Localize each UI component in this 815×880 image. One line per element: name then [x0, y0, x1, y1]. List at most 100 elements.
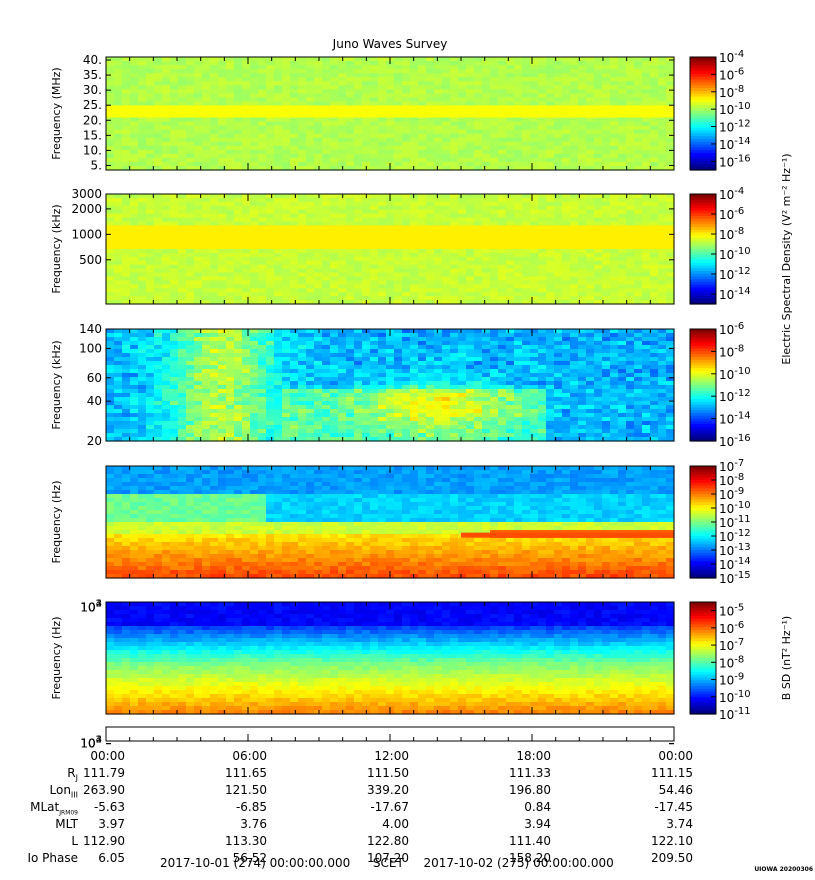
heat-cell	[554, 65, 563, 70]
heat-cell	[274, 296, 283, 301]
heat-cell	[282, 292, 291, 297]
heat-cell	[130, 157, 139, 163]
heat-cell	[450, 153, 459, 159]
heat-cell	[106, 217, 115, 223]
heat-cell	[634, 213, 643, 219]
heat-cell	[178, 157, 187, 163]
heat-cell	[122, 69, 131, 74]
heat-cell	[514, 276, 523, 282]
heat-cell	[146, 197, 155, 203]
heat-cell	[226, 361, 235, 366]
heat-cell	[522, 213, 531, 219]
heat-cell	[186, 77, 195, 82]
heat-cell	[314, 397, 323, 402]
heat-cell	[378, 300, 387, 305]
heat-cell	[354, 129, 363, 135]
heat-cell	[274, 101, 283, 107]
heat-cell	[666, 165, 675, 171]
heat-cell	[106, 357, 115, 362]
heat-cell	[562, 117, 571, 123]
heat-cell	[578, 109, 587, 115]
heat-cell	[234, 89, 243, 94]
heat-cell	[546, 133, 555, 139]
heat-cell	[594, 69, 603, 74]
heat-cell	[362, 252, 371, 258]
colorbar-segment	[690, 96, 716, 100]
heat-cell	[530, 300, 539, 305]
heat-cell	[114, 165, 123, 171]
heat-cell	[362, 149, 371, 155]
heat-cell	[650, 272, 659, 278]
heat-cell	[146, 65, 155, 70]
heat-cell	[266, 369, 275, 374]
heat-cell	[154, 300, 163, 305]
heat-cell	[186, 276, 195, 282]
heat-cell	[290, 109, 299, 115]
heat-cell	[426, 77, 435, 82]
heat-cell	[186, 397, 195, 402]
heat-cell	[666, 213, 675, 219]
heat-cell	[306, 241, 315, 246]
heat-cell	[610, 225, 619, 230]
heat-cell	[314, 141, 323, 147]
heat-cell	[162, 345, 171, 350]
heat-cell	[554, 205, 563, 211]
heat-cell	[466, 145, 475, 151]
heat-cell	[258, 77, 267, 82]
heat-cell	[218, 213, 227, 219]
heat-cell	[402, 249, 411, 254]
colorbar-segment	[690, 251, 716, 256]
heat-cell	[650, 264, 659, 270]
heat-cell	[106, 421, 115, 426]
heat-cell	[162, 105, 171, 111]
heat-cell	[490, 300, 499, 305]
heat-cell	[130, 389, 139, 394]
heat-cell	[618, 117, 627, 123]
heat-cell	[306, 425, 315, 430]
heat-cell	[170, 149, 179, 155]
heat-cell	[586, 288, 595, 293]
heat-cell	[314, 377, 323, 382]
heat-cell	[258, 397, 267, 402]
heat-cell	[370, 133, 379, 139]
heat-cell	[578, 89, 587, 94]
heat-cell	[426, 141, 435, 147]
heat-cell	[186, 413, 195, 418]
heat-cell	[578, 221, 587, 227]
heat-cell	[450, 197, 459, 203]
heat-cell	[106, 405, 115, 410]
heat-cell	[426, 117, 435, 123]
heat-cell	[178, 401, 187, 406]
heat-cell	[314, 268, 323, 274]
heat-cell	[450, 284, 459, 289]
heat-cell	[354, 81, 363, 86]
heat-cell	[642, 141, 651, 147]
heat-cell	[514, 97, 523, 102]
heat-cell	[218, 217, 227, 223]
heat-cell	[538, 225, 547, 230]
heat-cell	[282, 417, 291, 422]
heat-cell	[546, 77, 555, 82]
heat-cell	[410, 57, 419, 62]
heat-cell	[658, 197, 667, 203]
heat-cell	[210, 225, 219, 230]
heat-cell	[538, 137, 547, 143]
heat-cell	[314, 113, 323, 119]
heat-cell	[490, 245, 499, 250]
heat-cell	[466, 165, 475, 171]
heat-cell	[490, 272, 499, 278]
heat-cell	[530, 65, 539, 70]
heat-cell	[402, 133, 411, 139]
heat-cell	[154, 345, 163, 350]
heat-cell	[306, 296, 315, 301]
heat-cell	[154, 85, 163, 90]
heat-cell	[466, 241, 475, 246]
heat-cell	[298, 413, 307, 418]
heat-cell	[450, 296, 459, 301]
heat-cell	[194, 357, 203, 362]
heat-cell	[322, 256, 331, 262]
heat-cell	[354, 233, 363, 238]
heat-cell	[202, 217, 211, 223]
heat-cell	[210, 141, 219, 147]
heat-cell	[234, 229, 243, 234]
